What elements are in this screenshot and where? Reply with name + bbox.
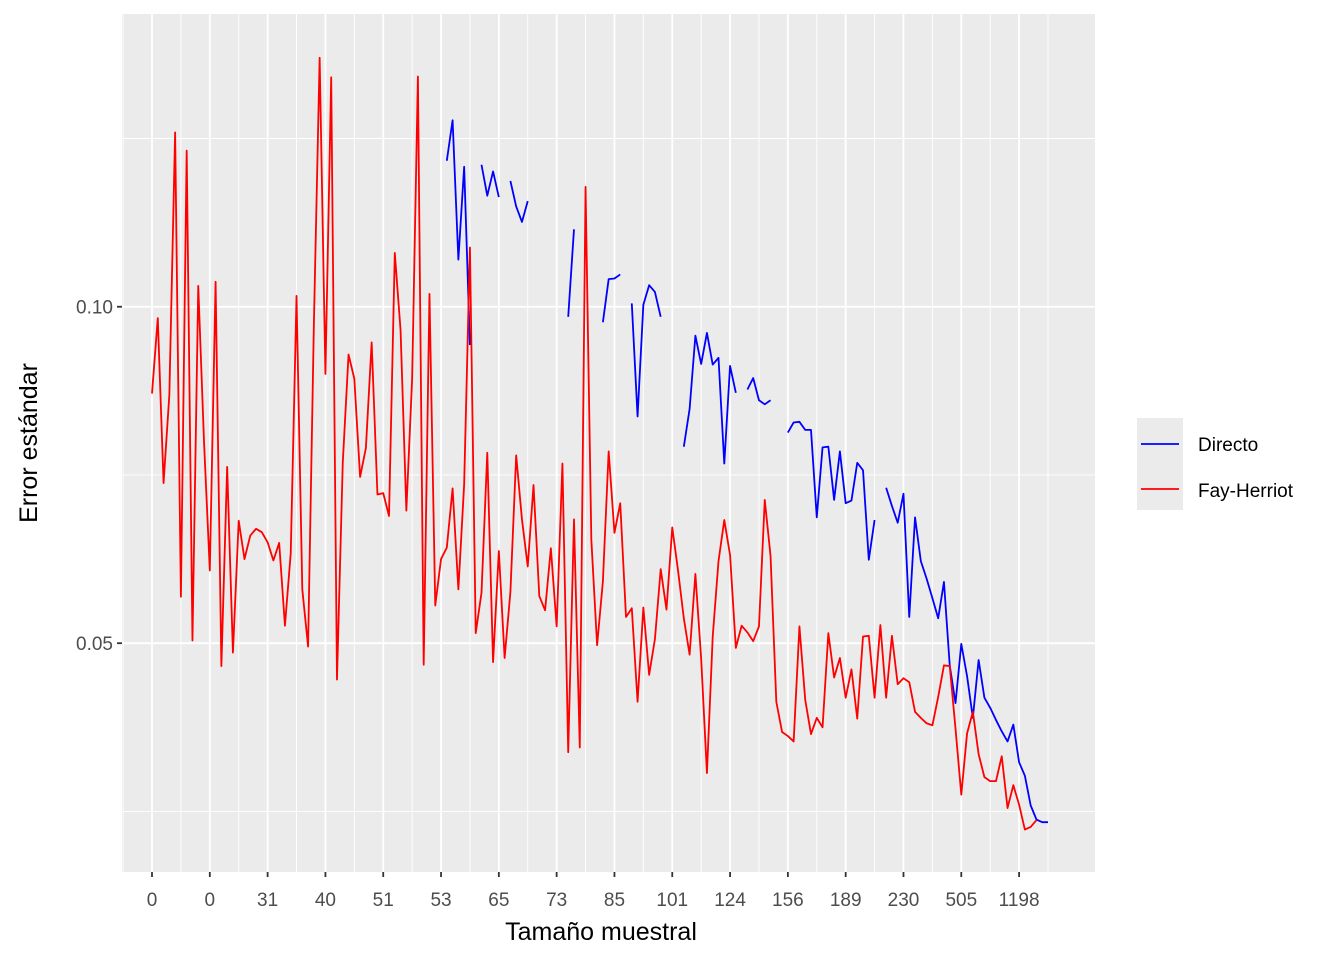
legend-label-directo: Directo bbox=[1198, 435, 1258, 456]
series-fay-herriot bbox=[151, 56, 1038, 831]
x-tick-label: 0 bbox=[147, 890, 158, 911]
y-tick-label: 0.05 bbox=[76, 634, 113, 655]
x-tick-label: 0 bbox=[205, 890, 216, 911]
legend: Directo Fay-Herriot bbox=[1137, 418, 1294, 510]
x-tick-label: 505 bbox=[945, 890, 977, 911]
x-tick-label: 189 bbox=[830, 890, 862, 911]
x-tick-label: 40 bbox=[315, 890, 336, 911]
major-grid bbox=[122, 14, 1095, 872]
x-tick-label: 156 bbox=[772, 890, 804, 911]
x-tick-label: 31 bbox=[257, 890, 278, 911]
x-tick-label: 53 bbox=[430, 890, 451, 911]
series-directo-line bbox=[885, 487, 1048, 824]
series-directo-line bbox=[682, 332, 737, 465]
legend-key-background bbox=[1137, 418, 1183, 510]
x-tick-label: 101 bbox=[656, 890, 688, 911]
series-directo-line bbox=[787, 420, 876, 561]
series-directo-line bbox=[746, 377, 772, 406]
x-tick-label: 65 bbox=[488, 890, 509, 911]
series-fay-herriot-line bbox=[151, 56, 1038, 831]
y-axis-title: Error estándar bbox=[15, 363, 43, 523]
x-tick-label: 124 bbox=[714, 890, 746, 911]
series-directo-line bbox=[445, 119, 471, 346]
x-axis: 0 0 31 40 51 53 65 73 85 101 124 156 189 230 505 1198 bbox=[147, 872, 1040, 911]
minor-grid bbox=[122, 14, 1095, 872]
series-directo-line bbox=[509, 180, 529, 223]
series-directo-line bbox=[567, 229, 575, 317]
series-directo bbox=[445, 119, 1048, 824]
x-tick-label: 1198 bbox=[999, 890, 1040, 911]
series-directo-line bbox=[601, 273, 621, 323]
x-tick-label: 51 bbox=[373, 890, 394, 911]
series-directo-line bbox=[630, 284, 662, 418]
x-axis-title: Tamaño muestral bbox=[505, 918, 697, 946]
x-tick-label: 85 bbox=[604, 890, 625, 911]
x-tick-label: 230 bbox=[888, 890, 920, 911]
x-tick-label: 73 bbox=[546, 890, 567, 911]
legend-label-fay-herriot: Fay-Herriot bbox=[1198, 481, 1294, 502]
y-tick-label: 0.10 bbox=[76, 298, 113, 319]
y-axis: 0.05 0.10 bbox=[76, 298, 122, 655]
series-layer bbox=[151, 56, 1048, 831]
series-directo-line bbox=[480, 164, 500, 198]
